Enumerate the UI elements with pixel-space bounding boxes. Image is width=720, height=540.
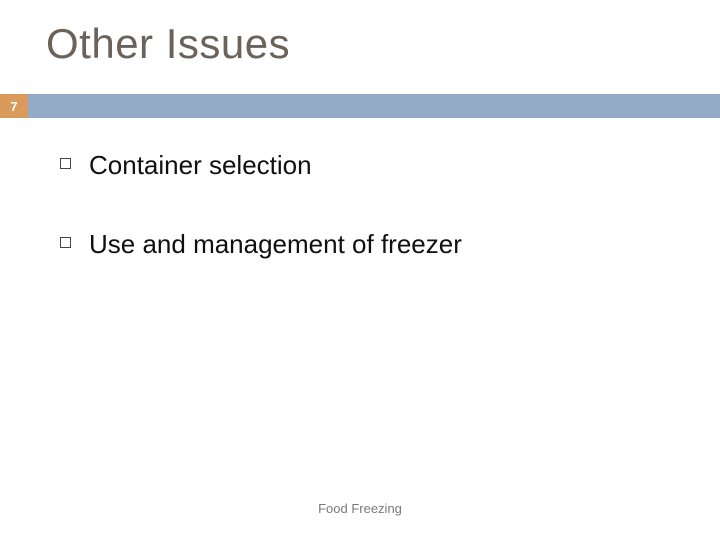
square-bullet-icon xyxy=(60,237,71,248)
bullet-text: Use and management of freezer xyxy=(89,229,462,260)
slide: Other Issues 7 Container selection Use a… xyxy=(0,0,720,540)
footer-text: Food Freezing xyxy=(0,501,720,516)
square-bullet-icon xyxy=(60,158,71,169)
slide-title: Other Issues xyxy=(46,20,290,68)
bullet-list: Container selection Use and management o… xyxy=(60,150,462,308)
list-item: Use and management of freezer xyxy=(60,229,462,260)
accent-bar xyxy=(0,94,720,118)
bullet-text: Container selection xyxy=(89,150,312,181)
list-item: Container selection xyxy=(60,150,462,181)
page-number-badge: 7 xyxy=(0,94,28,118)
